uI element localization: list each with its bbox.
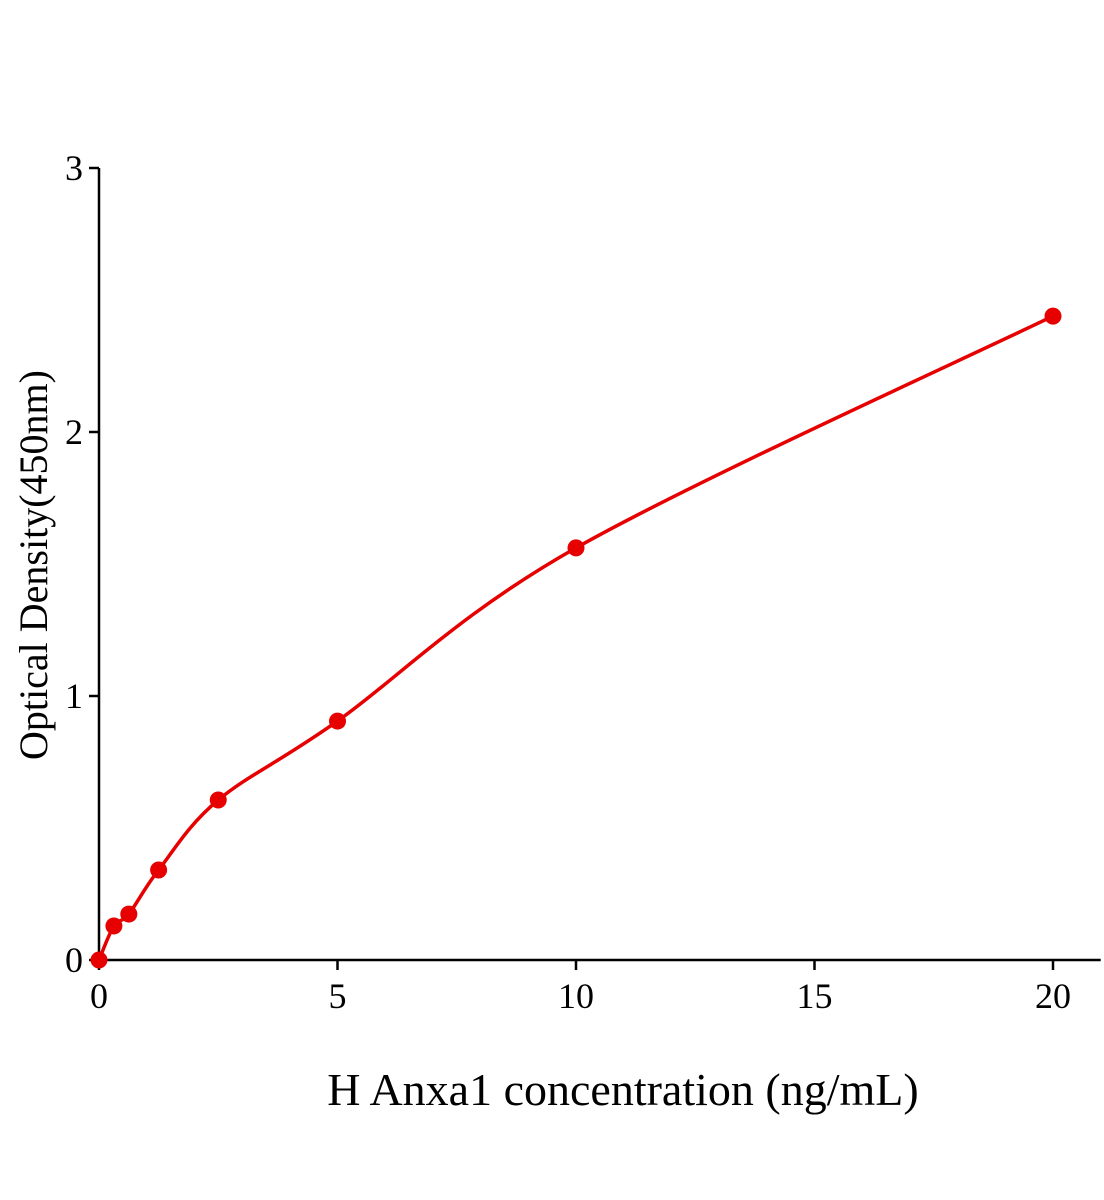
y-tick-label: 2 (65, 412, 83, 452)
data-point (90, 951, 108, 969)
x-tick-label: 10 (558, 976, 594, 1016)
y-axis-label: Optical Density(450nm) (11, 370, 56, 760)
fit-curve (97, 314, 1054, 961)
x-tick-label: 15 (797, 976, 833, 1016)
data-point (209, 791, 227, 809)
fit-curve-layer (97, 314, 1054, 961)
x-tick-label: 5 (329, 976, 347, 1016)
data-point (105, 917, 123, 935)
data-point (120, 905, 138, 923)
y-tick-label: 1 (65, 676, 83, 716)
x-tick-label: 20 (1035, 976, 1071, 1016)
axes: 0 5 10 15 20 0 1 2 3 (65, 148, 1101, 1016)
data-points-layer (90, 307, 1062, 969)
data-point (329, 712, 346, 730)
x-tick-label: 0 (90, 976, 108, 1016)
y-tick-label: 0 (65, 940, 83, 980)
data-point (567, 539, 585, 557)
y-tick-label: 3 (65, 148, 83, 188)
data-point (150, 861, 168, 879)
data-point (1044, 307, 1062, 325)
x-axis-label: H Anxa1 concentration (ng/mL) (327, 1064, 918, 1115)
